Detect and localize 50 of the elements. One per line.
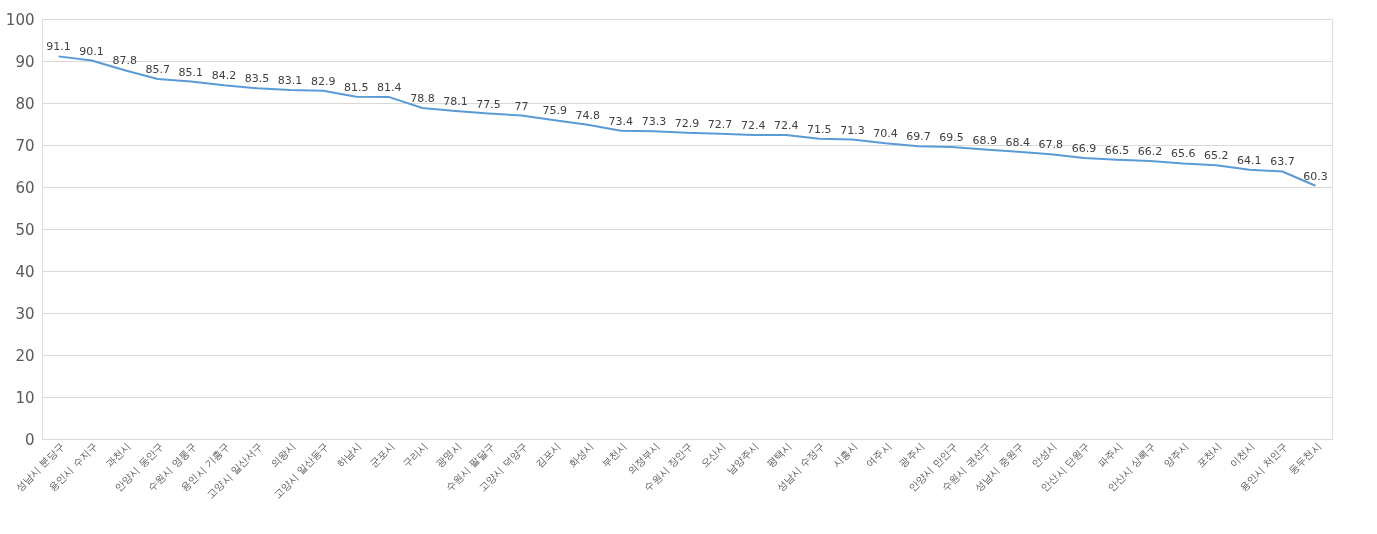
data-label: 83.5	[244, 72, 270, 86]
data-label: 72.9	[674, 116, 700, 130]
data-label: 81.4	[377, 81, 402, 95]
data-label: 82.9	[310, 74, 336, 88]
data-label: 68.9	[972, 133, 997, 147]
y-tick-label: 10	[15, 388, 35, 407]
y-tick-label: 50	[15, 220, 35, 239]
data-label: 63.7	[1270, 155, 1295, 169]
y-tick-label: 100	[5, 10, 35, 29]
data-label: 69.7	[906, 130, 931, 144]
y-tick-label: 90	[15, 52, 35, 71]
data-label: 72.4	[740, 118, 766, 132]
data-label: 77.5	[476, 97, 501, 111]
y-tick-label: 40	[15, 262, 35, 281]
data-label: 72.4	[773, 118, 799, 132]
data-label: 90.1	[79, 44, 104, 58]
data-label: 60.3	[1303, 169, 1328, 183]
y-tick-label: 20	[15, 346, 35, 365]
y-tick-label: 80	[15, 94, 35, 113]
data-label: 91.1	[46, 40, 71, 54]
data-label: 65.2	[1203, 149, 1229, 163]
data-label: 66.2	[1137, 144, 1163, 158]
data-label: 78.1	[443, 94, 468, 108]
y-tick-label: 60	[15, 178, 35, 197]
data-label: 73.4	[608, 114, 634, 128]
data-label: 77	[514, 99, 529, 113]
data-label: 71.3	[840, 123, 865, 137]
data-label: 78.8	[410, 92, 435, 106]
data-label: 67.8	[1038, 138, 1064, 152]
y-tick-label: 0	[24, 430, 35, 449]
data-label: 74.8	[575, 108, 601, 122]
data-label: 85.1	[178, 65, 204, 79]
data-label: 70.4	[873, 127, 898, 141]
data-label: 72.7	[707, 117, 733, 131]
data-label: 66.5	[1104, 143, 1130, 157]
data-label: 85.7	[145, 63, 171, 77]
data-label: 64.1	[1237, 153, 1262, 167]
data-label: 73.3	[641, 115, 667, 129]
data-label: 83.1	[277, 73, 303, 87]
data-label: 65.6	[1170, 147, 1196, 161]
data-label: 87.8	[112, 54, 137, 68]
data-label: 66.9	[1071, 142, 1097, 156]
data-label: 81.5	[343, 80, 369, 94]
data-label: 69.5	[939, 131, 964, 145]
data-label: 84.2	[211, 69, 237, 83]
data-label: 71.5	[807, 122, 832, 136]
data-label: 75.9	[542, 104, 567, 118]
data-label: 68.4	[1005, 135, 1031, 149]
y-tick-label: 30	[15, 304, 35, 323]
y-tick-label: 70	[15, 136, 35, 155]
